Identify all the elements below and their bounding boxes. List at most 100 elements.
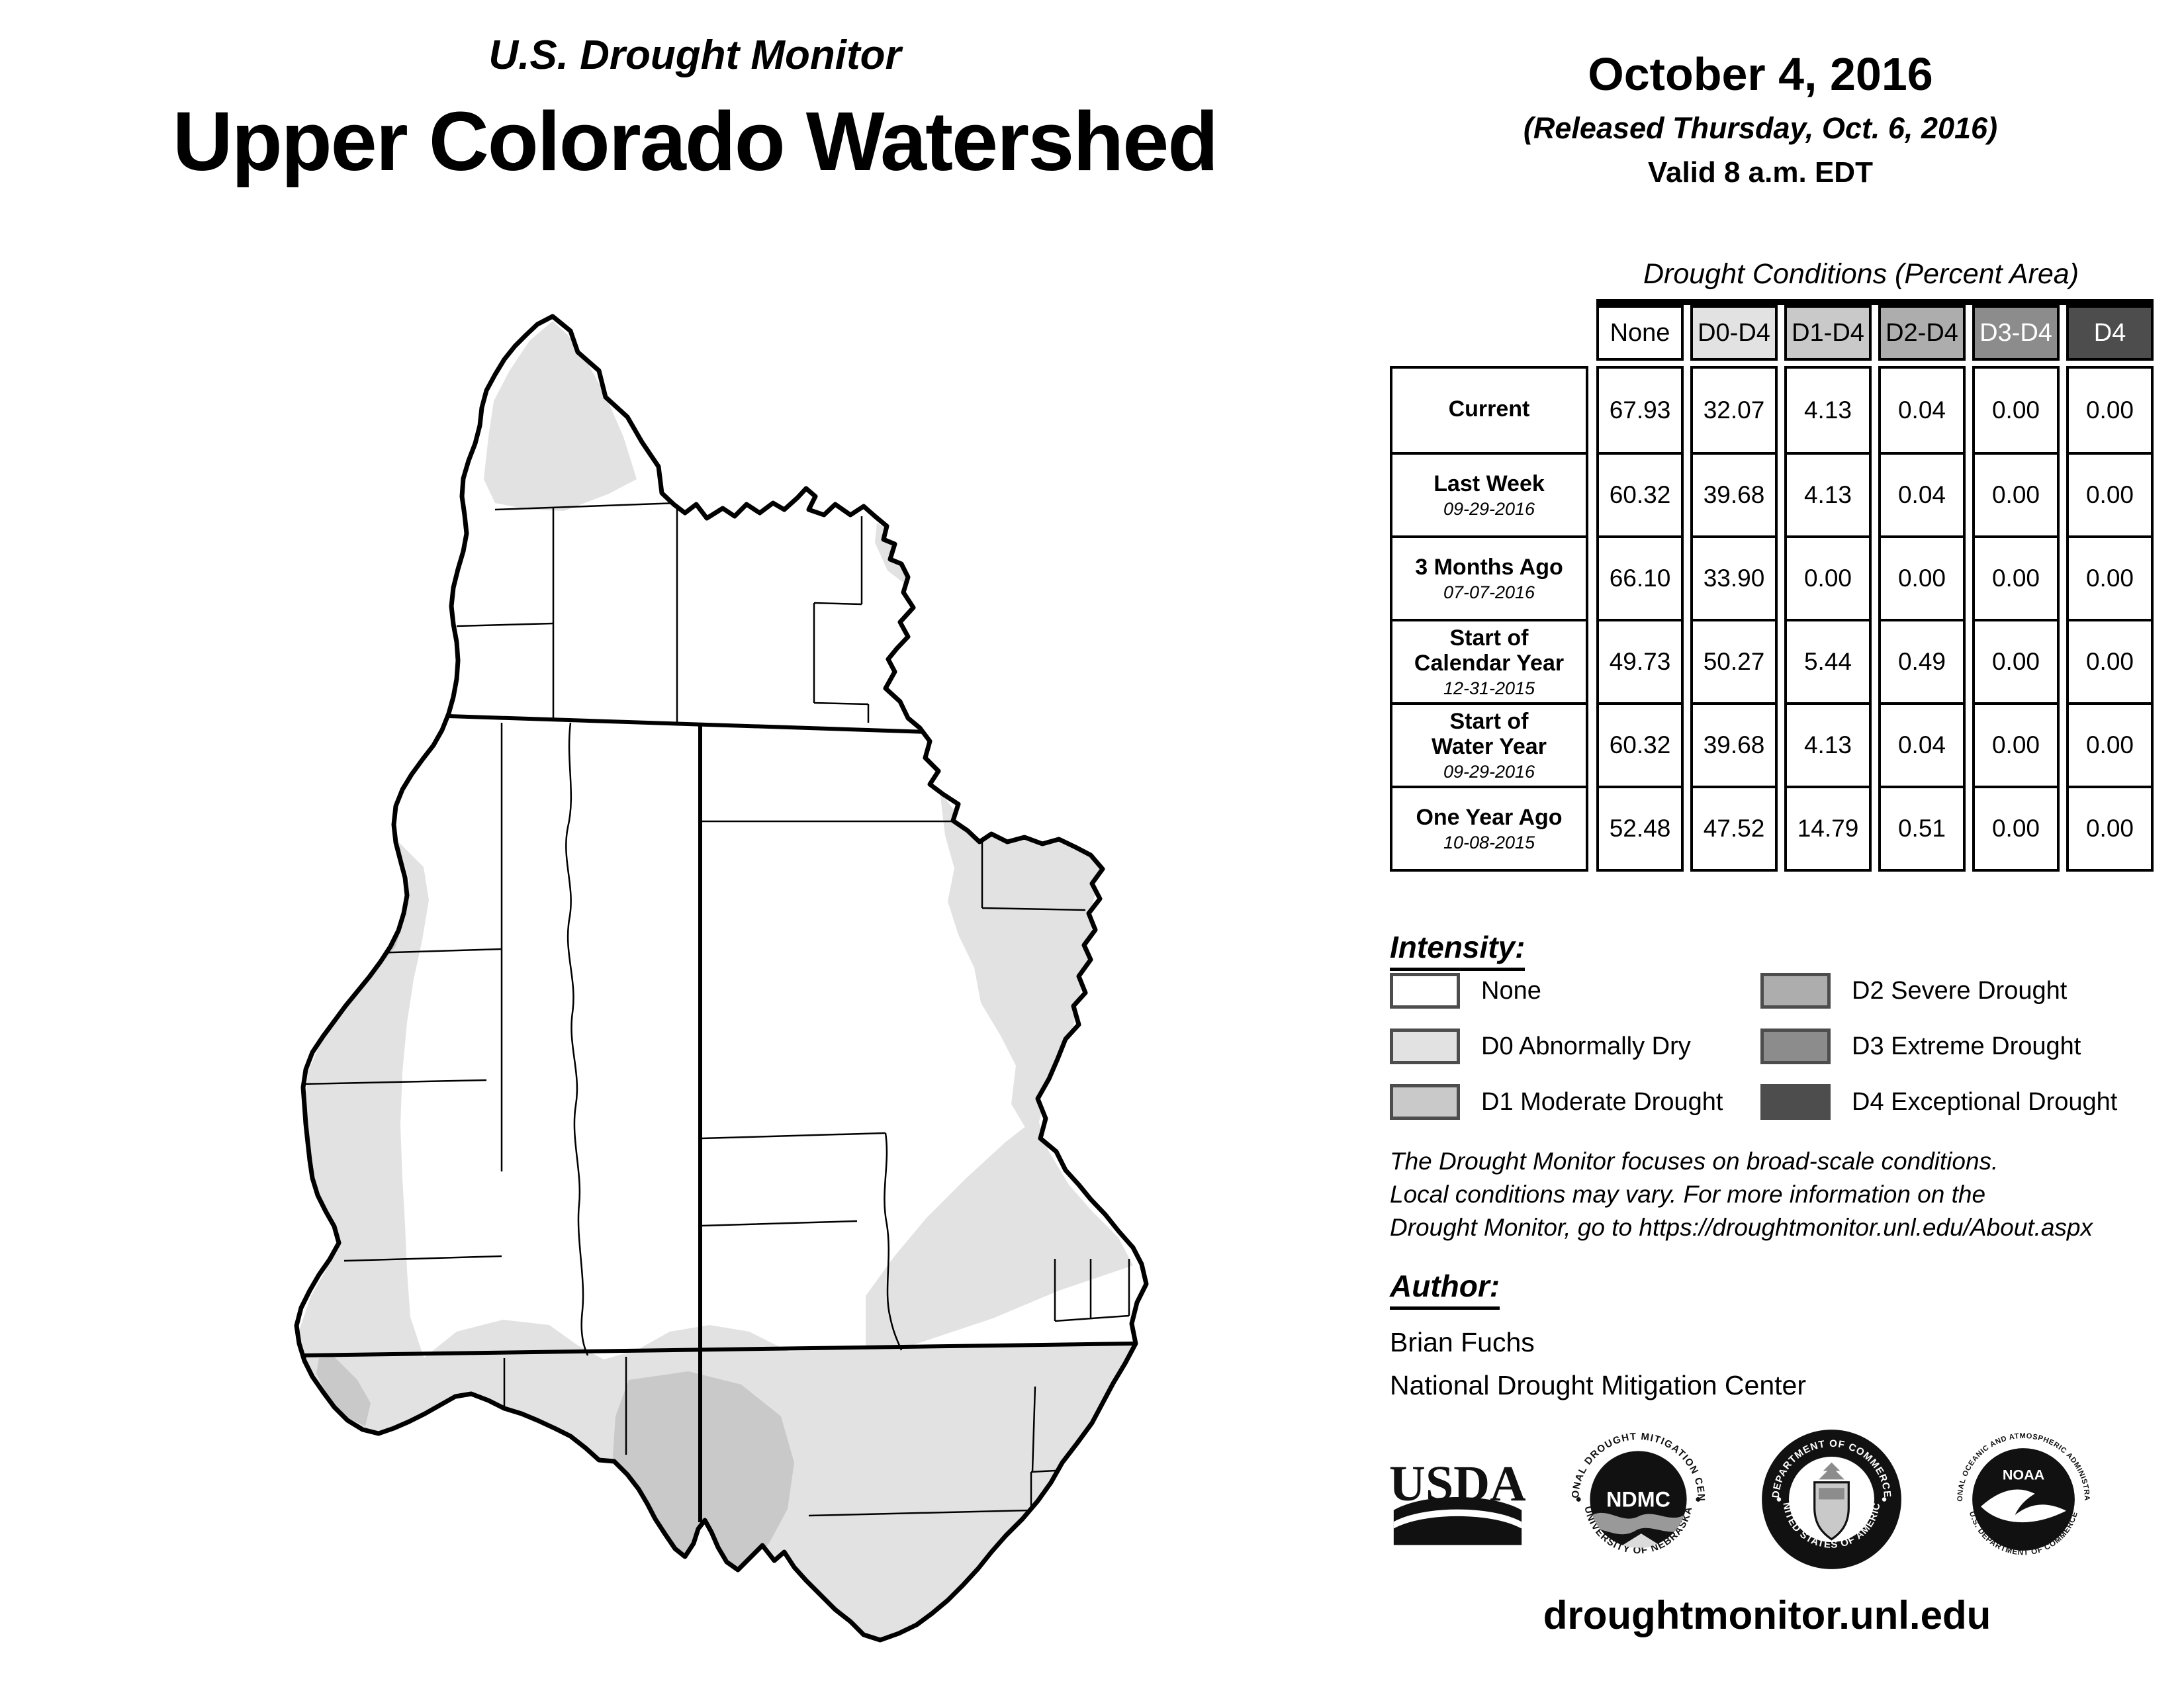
col-header-d0d4: D0-D4 <box>1690 305 1778 361</box>
table-value: 66.10 <box>1599 535 1681 619</box>
legend-swatch-d4 <box>1760 1084 1831 1120</box>
disclaimer-line: Local conditions may vary. For more info… <box>1390 1181 1986 1208</box>
table-value: 0.00 <box>2069 619 2151 702</box>
table-value: 0.00 <box>1787 535 1869 619</box>
legend-swatch-none <box>1390 973 1460 1009</box>
table-value: 50.27 <box>1693 619 1775 702</box>
table-value: 39.68 <box>1693 452 1775 535</box>
table-value: 60.32 <box>1599 702 1681 786</box>
table-value: 0.00 <box>1991 396 2040 424</box>
table-value: 4.13 <box>1787 452 1869 535</box>
row-label-column: Current Last Week 09-29-2016 3 Months Ago… <box>1390 366 1588 872</box>
table-value: 0.04 <box>1897 396 1946 424</box>
table-value: 0.00 <box>1975 702 2057 786</box>
table-value: 52.48 <box>1599 786 1681 869</box>
table-value: 32.07 <box>1703 396 1765 424</box>
ndmc-center-text: NDMC <box>1606 1487 1670 1511</box>
table-value: 0.00 <box>1881 535 1963 619</box>
drought-conditions-table: None D0-D4 D1-D4 D2-D4 D3-D4 D4 Current … <box>1390 299 2154 872</box>
footer-url: droughtmonitor.unl.edu <box>1543 1593 1991 1637</box>
table-value: 0.00 <box>2069 702 2151 786</box>
table-value: 0.00 <box>1975 786 2057 869</box>
legend-item-d3: D3 Extreme Drought <box>1760 1027 2144 1066</box>
table-title: Drought Conditions (Percent Area) <box>1643 258 2079 290</box>
disclaimer-line: The Drought Monitor focuses on broad-sca… <box>1390 1148 1999 1175</box>
table-header-row: None D0-D4 D1-D4 D2-D4 D3-D4 D4 <box>1596 299 2154 361</box>
row-label: 3 Months Ago 07-07-2016 <box>1392 535 1586 619</box>
date-block: October 4, 2016 (Released Thursday, Oct.… <box>1430 48 2091 189</box>
legend-label: D3 Extreme Drought <box>1852 1032 2081 1060</box>
table-value: 14.79 <box>1787 786 1869 869</box>
table-value: 0.00 <box>1975 619 2057 702</box>
legend-label: D4 Exceptional Drought <box>1852 1087 2118 1116</box>
release-date: (Released Thursday, Oct. 6, 2016) <box>1523 111 1998 145</box>
col-header-none: None <box>1596 305 1684 361</box>
legend-item-d1: D1 Moderate Drought <box>1390 1083 1751 1121</box>
legend-label: D1 Moderate Drought <box>1481 1087 1723 1116</box>
author-heading: Author: <box>1390 1268 1500 1310</box>
doc-eagle-shield <box>1813 1462 1850 1541</box>
table-value: 5.44 <box>1787 619 1869 702</box>
table-value: 67.93 <box>1609 396 1671 424</box>
disclaimer-line: Drought Monitor, go to https://droughtmo… <box>1390 1214 2093 1241</box>
legend-swatch-d1 <box>1390 1084 1460 1120</box>
column-none: 67.93 60.32 66.10 49.73 60.32 52.48 <box>1596 366 1684 872</box>
table-value: 0.00 <box>2085 396 2134 424</box>
legend-item-d4: D4 Exceptional Drought <box>1760 1083 2144 1121</box>
column-d2d4: 0.04 0.04 0.00 0.49 0.04 0.51 <box>1878 366 1966 872</box>
table-value: 4.13 <box>1787 702 1869 786</box>
disclaimer-text: The Drought Monitor focuses on broad-sca… <box>1390 1145 2093 1244</box>
region-title: Upper Colorado Watershed <box>172 95 1219 188</box>
table-value: 0.00 <box>1975 535 2057 619</box>
row-label: Start of Calendar Year 12-31-2015 <box>1392 619 1586 702</box>
col-header-d2d4: D2-D4 <box>1878 305 1966 361</box>
col-header-d3d4: D3-D4 <box>1972 305 2060 361</box>
row-label: Last Week 09-29-2016 <box>1392 452 1586 535</box>
legend-label: D0 Abnormally Dry <box>1481 1032 1691 1060</box>
noaa-center-text: NOAA <box>2003 1467 2044 1483</box>
watershed-map <box>0 0 1357 1688</box>
report-date: October 4, 2016 <box>1588 48 1933 100</box>
author-block: Author: Brian Fuchs National Drought Mit… <box>1390 1268 1806 1401</box>
intensity-heading: Intensity: <box>1390 929 1525 971</box>
noaa-seagull-icon <box>1981 1489 2066 1523</box>
valid-time: Valid 8 a.m. EDT <box>1648 156 1873 189</box>
row-label: Current <box>1448 396 1530 422</box>
author-name: Brian Fuchs <box>1390 1327 1535 1357</box>
legend-label: None <box>1481 976 1541 1005</box>
page-title-block: U.S. Drought Monitor Upper Colorado Wate… <box>40 32 1350 189</box>
col-header-d4: D4 <box>2066 305 2154 361</box>
row-label: Start of Water Year 09-29-2016 <box>1392 702 1586 786</box>
table-value: 33.90 <box>1693 535 1775 619</box>
map-county-lines <box>300 502 1130 1517</box>
column-d1d4: 4.13 4.13 0.00 5.44 4.13 14.79 <box>1784 366 1872 872</box>
table-value: 0.00 <box>2069 452 2151 535</box>
table-value: 60.32 <box>1599 452 1681 535</box>
usda-logo: USDA <box>1389 1453 1526 1552</box>
author-org: National Drought Mitigation Center <box>1390 1370 1806 1400</box>
ndmc-logo: NATIONAL DROUGHT MITIGATION CENTER UNIVE… <box>1563 1420 1709 1571</box>
table-value: 0.04 <box>1881 702 1963 786</box>
map-state-lines <box>300 714 1135 1522</box>
column-d3d4: 0.00 0.00 0.00 0.00 0.00 0.00 <box>1972 366 2060 872</box>
table-value: 47.52 <box>1693 786 1775 869</box>
table-value: 0.00 <box>1975 452 2057 535</box>
table-value: 0.04 <box>1881 452 1963 535</box>
legend-item-d2: D2 Severe Drought <box>1760 972 2144 1010</box>
legend-label: D2 Severe Drought <box>1852 976 2068 1005</box>
intensity-legend: None D0 Abnormally Dry D1 Moderate Droug… <box>1390 972 2144 1121</box>
column-d4: 0.00 0.00 0.00 0.00 0.00 0.00 <box>2066 366 2154 872</box>
report-title: U.S. Drought Monitor <box>488 32 901 78</box>
legend-swatch-d2 <box>1760 973 1831 1009</box>
legend-item-none: None <box>1390 972 1751 1010</box>
col-header-d1d4: D1-D4 <box>1784 305 1872 361</box>
table-value: 39.68 <box>1693 702 1775 786</box>
table-value: 0.00 <box>2069 786 2151 869</box>
table-value: 0.49 <box>1881 619 1963 702</box>
column-d0d4: 32.07 39.68 33.90 50.27 39.68 47.52 <box>1690 366 1778 872</box>
row-label: One Year Ago 10-08-2015 <box>1392 786 1586 869</box>
noaa-logo: NATIONAL OCEANIC AND ATMOSPHERIC ADMINIS… <box>1949 1422 2095 1571</box>
legend-item-d0: D0 Abnormally Dry <box>1390 1027 1751 1066</box>
table-value: 4.13 <box>1803 396 1852 424</box>
table-value: 0.51 <box>1881 786 1963 869</box>
